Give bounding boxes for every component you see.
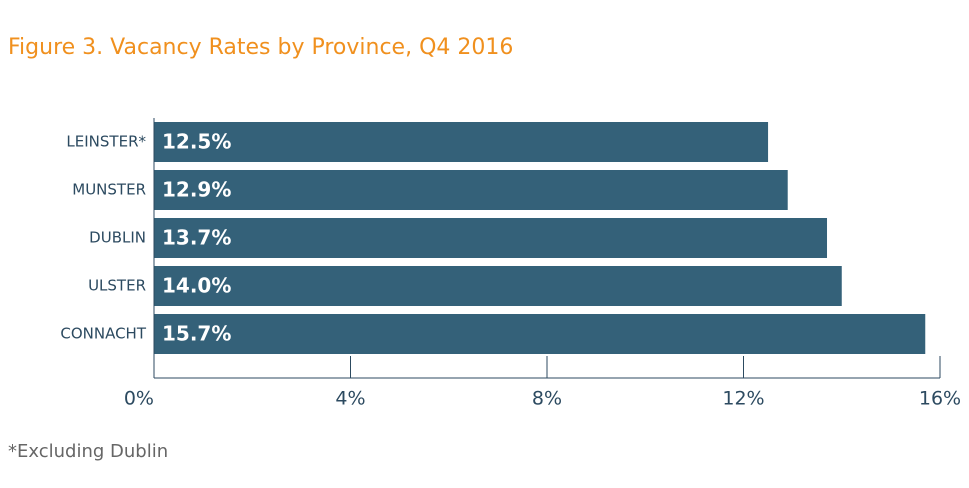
category-label: LEINSTER*: [66, 133, 146, 151]
bar: [154, 314, 926, 354]
bar: [154, 266, 842, 306]
value-label: 15.7%: [162, 322, 231, 346]
chart-title: Figure 3. Vacancy Rates by Province, Q4 …: [8, 35, 513, 60]
value-label: 12.9%: [162, 178, 231, 202]
x-tick-label: 8%: [532, 388, 562, 410]
value-label: 13.7%: [162, 226, 231, 250]
x-tick-label: 16%: [919, 388, 961, 410]
x-tick-label: 4%: [335, 388, 365, 410]
footnote: *Excluding Dublin: [8, 441, 168, 462]
category-label: DUBLIN: [89, 229, 146, 247]
value-label: 14.0%: [162, 274, 231, 298]
x-tick-label: 12%: [722, 388, 764, 410]
bar: [154, 170, 788, 210]
bar: [154, 122, 769, 162]
value-label: 12.5%: [162, 130, 231, 154]
category-label: ULSTER: [88, 277, 146, 295]
x-tick-label: 0%: [124, 388, 154, 410]
category-label: MUNSTER: [72, 181, 146, 199]
bar: [154, 218, 828, 258]
category-label: CONNACHT: [60, 325, 146, 343]
